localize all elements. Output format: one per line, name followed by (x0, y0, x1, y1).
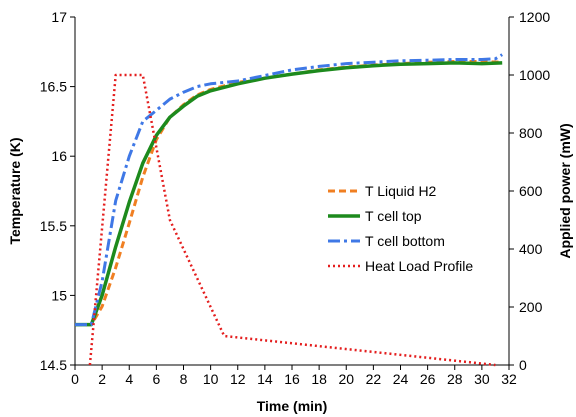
y-left-tick-label: 16 (51, 148, 67, 164)
series-layer (75, 53, 503, 367)
legend-label-heat-load-profile: Heat Load Profile (365, 258, 473, 274)
x-tick-label: 8 (180, 371, 188, 387)
y-left-tick-label: 14.5 (40, 357, 67, 373)
y-right-tick-label: 1200 (519, 9, 550, 25)
x-tick-label: 18 (311, 371, 327, 387)
y-right-tick-label: 800 (519, 125, 543, 141)
series-line-t-cell-bottom (75, 53, 503, 327)
x-axis-title: Time (min) (257, 398, 328, 414)
y-left-tick-label: 15.5 (40, 218, 67, 234)
x-tick-label: 24 (393, 371, 409, 387)
x-tick-label: 30 (474, 371, 490, 387)
x-tick-label: 0 (71, 371, 79, 387)
x-tick-label: 4 (125, 371, 133, 387)
y-right-axis-title: Applied power (mW) (557, 123, 573, 258)
y-right-tick-label: 0 (519, 357, 527, 373)
y-right-tick-label: 1000 (519, 67, 550, 83)
y-right-tick-label: 200 (519, 299, 543, 315)
ticks-layer: 0 2 4 6 8 10 12 14 16 18 20 22 24 26 28 30 3214.51515.51… (40, 9, 551, 387)
x-tick-label: 28 (447, 371, 463, 387)
legend: T Liquid H2 T cell top T cell bottom Hea… (328, 183, 473, 274)
y-left-axis-title: Temperature (K) (7, 137, 23, 244)
x-tick-label: 6 (152, 371, 160, 387)
legend-label-t-liquid-h2: T Liquid H2 (365, 183, 437, 199)
x-tick-label: 26 (420, 371, 436, 387)
series-line-heat-load-profile (88, 73, 496, 367)
x-tick-label: 10 (203, 371, 219, 387)
x-tick-label: 32 (501, 371, 517, 387)
x-tick-label: 12 (230, 371, 246, 387)
series-line-t-cell-top (75, 61, 503, 327)
y-left-tick-label: 17 (51, 9, 67, 25)
legend-label-t-cell-bottom: T cell bottom (365, 233, 445, 249)
series-line-t-liquid-h2 (75, 60, 503, 327)
legend-label-t-cell-top: T cell top (365, 208, 422, 224)
y-right-tick-label: 400 (519, 241, 543, 257)
x-tick-label: 2 (98, 371, 106, 387)
x-tick-label: 22 (366, 371, 382, 387)
y-left-tick-label: 15 (51, 287, 67, 303)
y-left-tick-label: 16.5 (40, 79, 67, 95)
x-tick-label: 16 (284, 371, 300, 387)
y-right-tick-label: 600 (519, 183, 543, 199)
x-tick-label: 20 (338, 371, 354, 387)
x-tick-label: 14 (257, 371, 273, 387)
